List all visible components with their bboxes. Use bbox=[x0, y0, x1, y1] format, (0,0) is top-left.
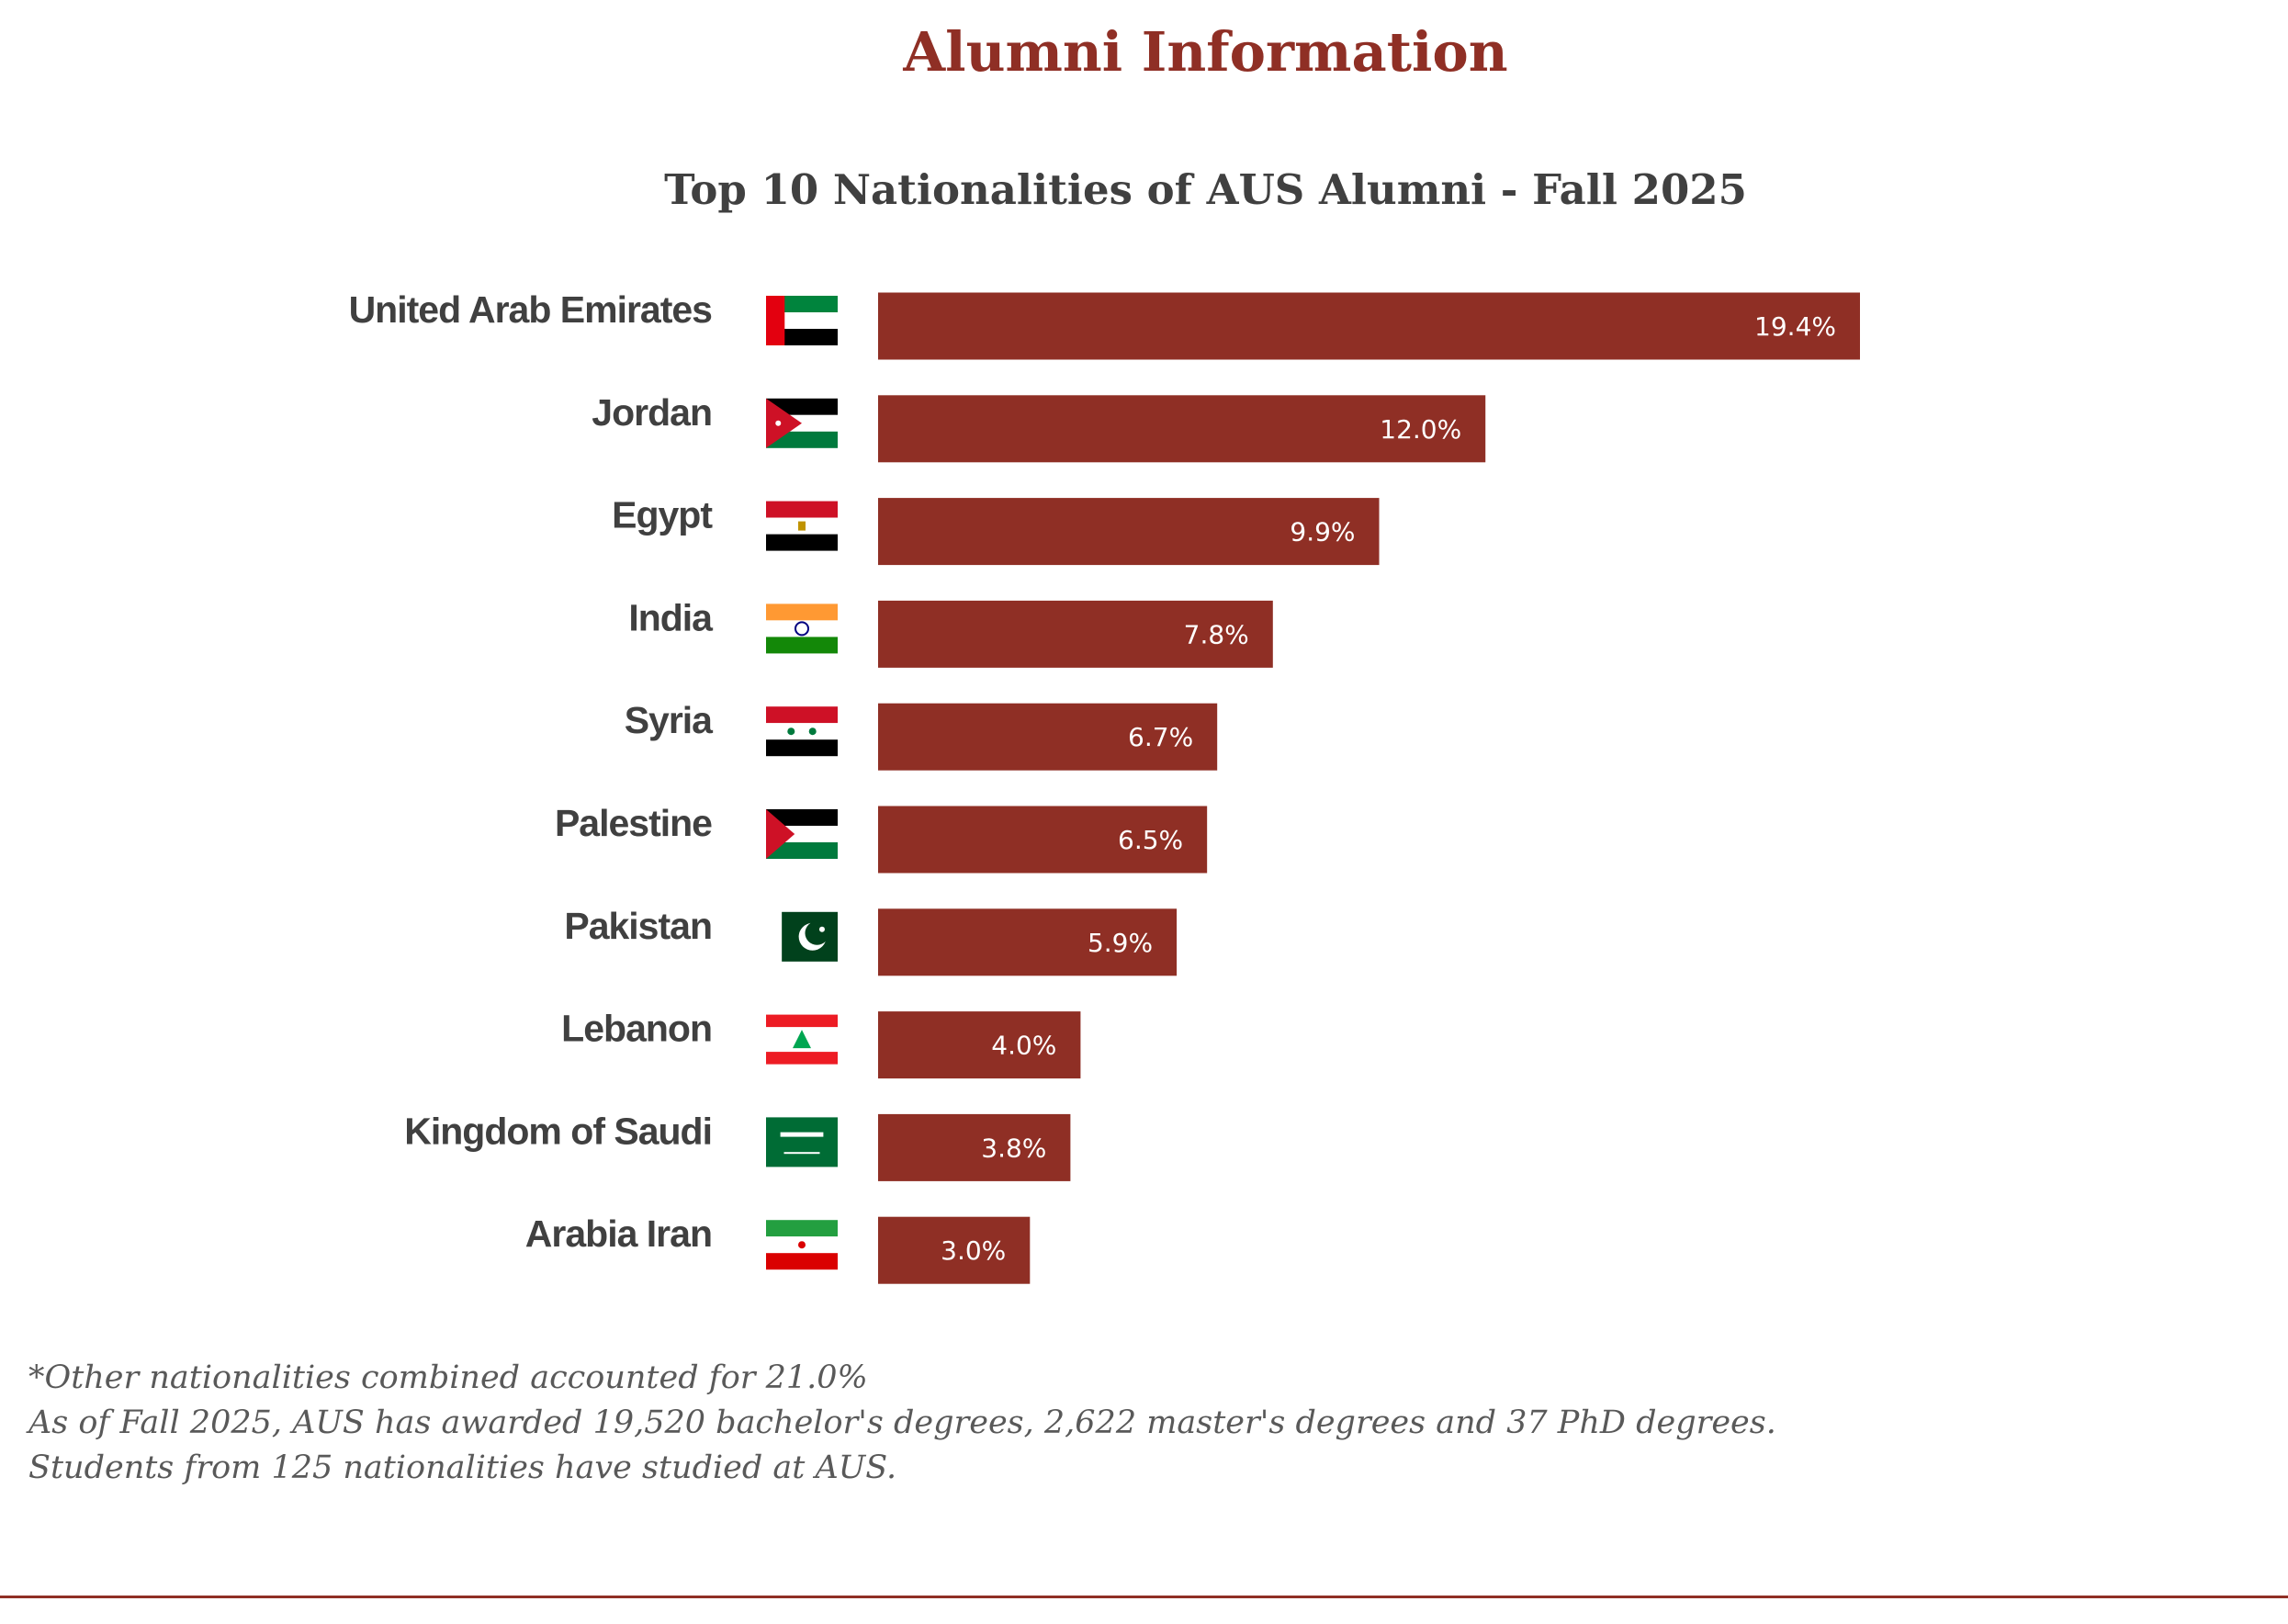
note-nationalities-count: Students from 125 nationalities have stu… bbox=[28, 1449, 897, 1486]
uae-flag-icon bbox=[766, 296, 838, 345]
bar-united-arab-emirates bbox=[878, 292, 1860, 360]
bar-india bbox=[878, 600, 1273, 668]
category-label-palestine: Palestine bbox=[555, 802, 712, 844]
note-other-nationalities: *Other nationalities combined accounted … bbox=[28, 1359, 868, 1396]
category-label-india: India bbox=[628, 596, 714, 638]
category-label-arabia-iran: Arabia Iran bbox=[525, 1212, 712, 1255]
bar-arabia-iran bbox=[878, 1216, 1031, 1284]
note-degrees-awarded: As of Fall 2025, AUS has awarded 19,520 … bbox=[28, 1404, 1776, 1441]
data-label-palestine: 6.5% bbox=[1118, 825, 1183, 855]
category-label-syria: Syria bbox=[625, 699, 714, 741]
jordan-flag-icon bbox=[766, 398, 838, 448]
egypt-flag-icon bbox=[766, 501, 838, 551]
data-label-egypt: 9.9% bbox=[1290, 517, 1355, 547]
lebanon-flag-icon bbox=[766, 1014, 838, 1065]
bar-jordan bbox=[878, 395, 1486, 463]
palestine-flag-icon bbox=[766, 809, 838, 859]
syria-flag-icon bbox=[766, 706, 838, 757]
india-flag-icon bbox=[766, 603, 838, 654]
data-label-kingdom-of-saudi: 3.8% bbox=[981, 1133, 1046, 1163]
category-label-united-arab-emirates: United Arab Emirates bbox=[349, 288, 713, 331]
category-label-jordan: Jordan bbox=[592, 391, 712, 434]
bar-chart: United Arab Emirates 19.4% Jordan 12.0% Egyp… bbox=[349, 288, 1860, 1284]
bar-palestine bbox=[878, 806, 1208, 874]
bar-lebanon bbox=[878, 1011, 1081, 1079]
category-label-pakistan: Pakistan bbox=[564, 905, 712, 947]
bar-pakistan bbox=[878, 908, 1178, 976]
iran-flag-icon bbox=[766, 1220, 838, 1270]
saudi-arabia-flag-icon bbox=[766, 1117, 838, 1167]
bar-kingdom-of-saudi bbox=[878, 1113, 1071, 1181]
data-label-jordan: 12.0% bbox=[1380, 414, 1461, 445]
pakistan-flag-icon bbox=[782, 911, 838, 962]
data-label-pakistan: 5.9% bbox=[1088, 928, 1153, 958]
bar-syria bbox=[878, 703, 1218, 771]
chart-title: Top 10 Nationalities of AUS Alumni - Fal… bbox=[664, 165, 1747, 214]
data-label-united-arab-emirates: 19.4% bbox=[1754, 311, 1836, 342]
category-label-kingdom-of-saudi: Kingdom of Saudi bbox=[404, 1110, 712, 1152]
footer-rule bbox=[0, 1596, 2288, 1598]
data-label-arabia-iran: 3.0% bbox=[941, 1235, 1006, 1266]
data-label-syria: 6.7% bbox=[1128, 722, 1193, 752]
category-label-egypt: Egypt bbox=[612, 494, 713, 536]
bar-egypt bbox=[878, 498, 1380, 566]
footnotes: *Other nationalities combined accounted … bbox=[28, 1356, 2233, 1491]
page-title: Alumni Information bbox=[903, 20, 1508, 84]
data-label-lebanon: 4.0% bbox=[991, 1031, 1056, 1061]
data-label-india: 7.8% bbox=[1184, 619, 1249, 649]
category-label-lebanon: Lebanon bbox=[561, 1008, 712, 1050]
